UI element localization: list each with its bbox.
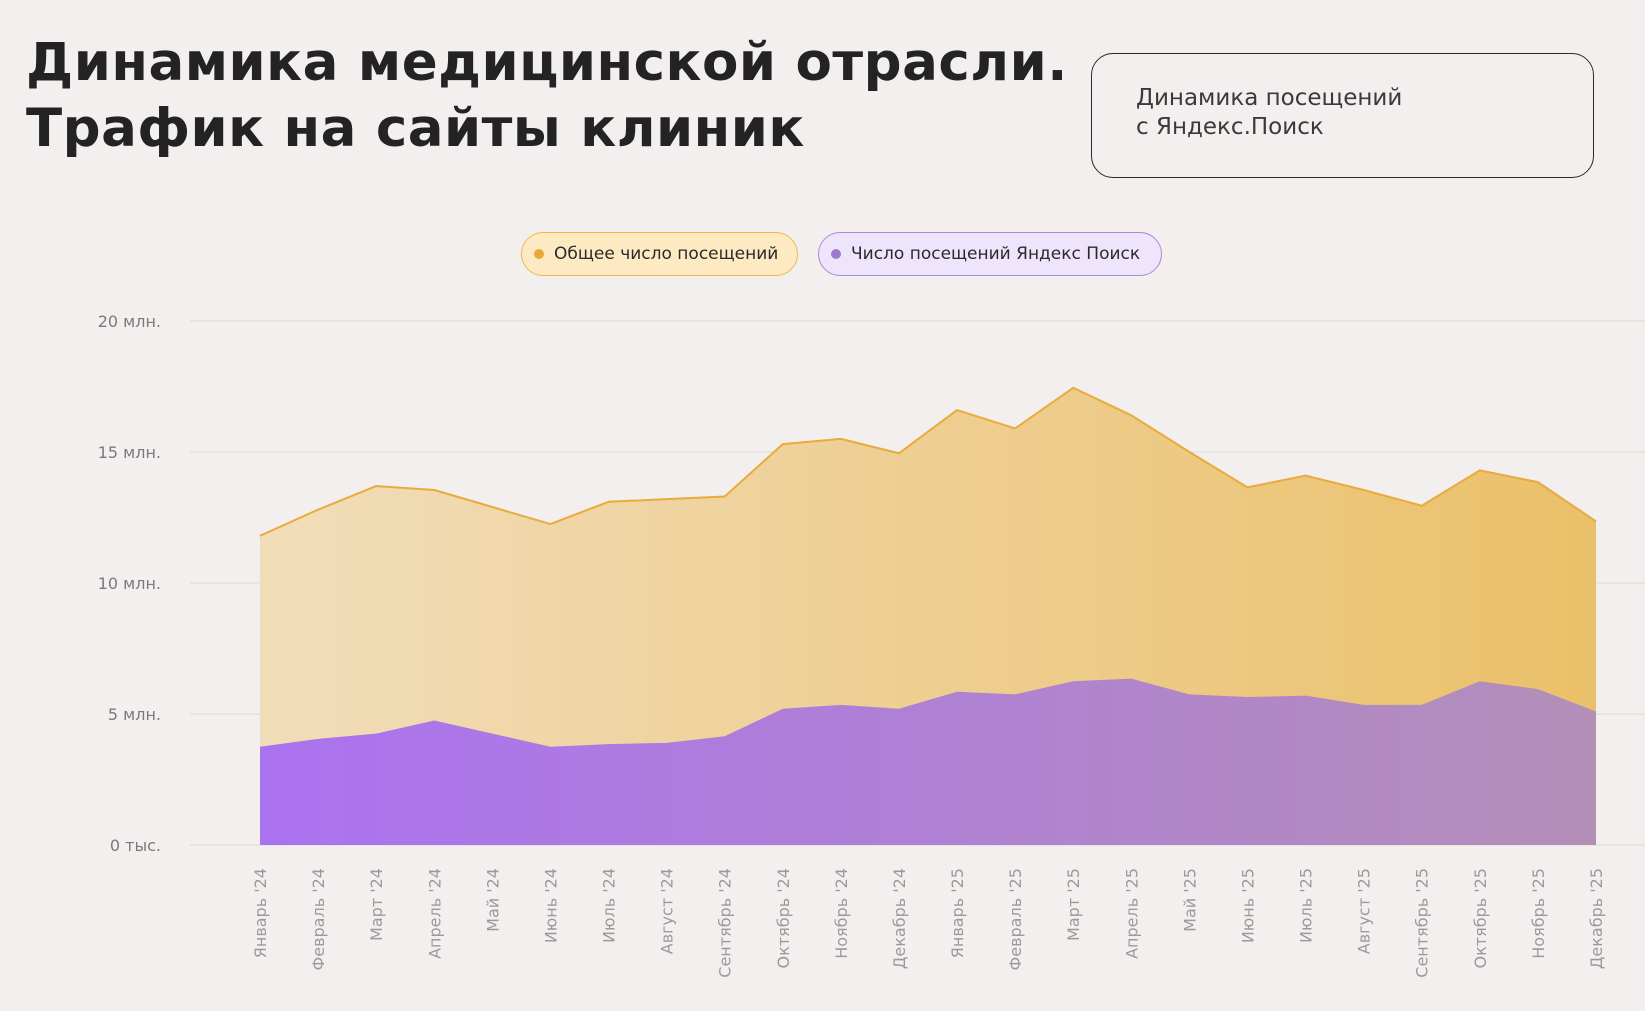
x-tick-label: Октябрь '25 [1471,868,1490,969]
legend-dot-icon [534,249,544,259]
x-tick-label: Июль '25 [1297,868,1316,943]
x-tick-label: Июнь '25 [1238,868,1257,943]
x-tick-label: Январь '25 [948,868,967,958]
x-tick-label: Март '24 [367,868,386,941]
y-tick-label: 15 млн. [98,443,161,462]
info-box-line-2: с Яндекс.Поиск [1136,114,1324,140]
yandex-visits-area [260,678,1596,845]
legend-yandex-visits[interactable]: Число посещений Яндекс Поиск [818,232,1162,276]
legend-label-total: Общее число посещений [554,244,779,264]
info-box: Динамика посещений с Яндекс.Поиск [1091,53,1594,178]
info-box-line-1: Динамика посещений [1136,85,1403,111]
x-tick-label: Сентябрь '24 [716,868,735,978]
x-tick-label: Апрель '25 [1122,868,1141,959]
x-tick-label: Февраль '25 [1006,868,1025,971]
y-tick-label: 5 млн. [108,705,161,724]
x-tick-label: Август '25 [1355,868,1374,954]
x-tick-label: Январь '24 [251,868,270,958]
page-title-line-2: Трафик на сайты клиник [26,98,805,159]
legend-total-visits[interactable]: Общее число посещений [521,232,798,276]
x-tick-label: Март '25 [1064,868,1083,941]
legend-dot-icon [831,249,841,259]
y-tick-label: 20 млн. [98,312,161,331]
x-tick-label: Апрель '24 [425,868,444,959]
x-tick-label: Август '24 [658,868,677,954]
x-tick-label: Май '25 [1180,868,1199,932]
page-title-line-1: Динамика медицинской отрасли. [26,32,1068,93]
page-title: Динамика медицинской отрасли. Трафик на … [26,30,1068,162]
y-tick-label: 10 млн. [98,574,161,593]
x-tick-label: Ноябрь '24 [832,868,851,959]
y-tick-label: 0 тыс. [110,836,161,855]
x-tick-label: Июль '24 [600,868,619,943]
x-tick-label: Ноябрь '25 [1529,868,1548,959]
total-visits-line [259,386,1597,537]
x-tick-label: Июнь '24 [541,868,560,943]
x-tick-label: Май '24 [483,868,502,932]
x-tick-label: Сентябрь '25 [1413,868,1432,978]
x-tick-label: Февраль '24 [309,868,328,971]
x-tick-label: Октябрь '24 [774,868,793,969]
legend-label-yandex: Число посещений Яндекс Поиск [851,244,1141,264]
x-tick-label: Декабрь '24 [890,868,909,969]
x-tick-label: Декабрь '25 [1587,868,1606,969]
